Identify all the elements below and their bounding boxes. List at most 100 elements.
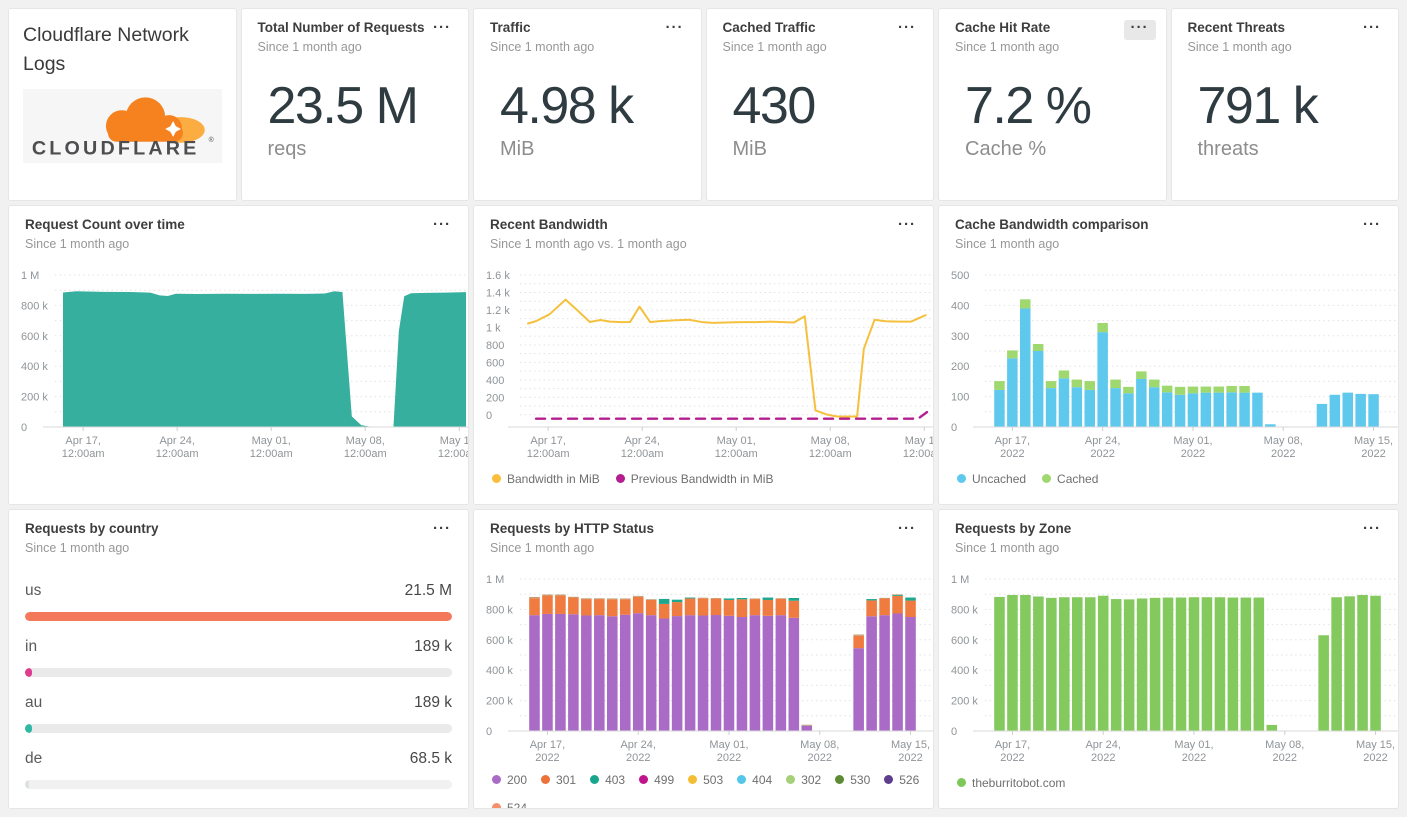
cache-bandwidth-chart[interactable]: 500 400 300 200 100 0 Apr 17, 2022 Apr 24, 2022 Ma… <box>939 253 1398 465</box>
panel-requests-by-http-status: Requests by HTTP Status Since 1 month ag… <box>473 509 934 809</box>
http-status-chart[interactable]: 1 M 800 k 600 k 400 k 200 k 0 Apr 17, 2022 Apr 2… <box>474 557 933 769</box>
legend-color-dot <box>639 775 649 785</box>
legend-label: 530 <box>850 772 871 787</box>
legend-item[interactable]: 499 <box>639 773 674 787</box>
stat-value: 791 k <box>1197 76 1319 135</box>
svg-text:800: 800 <box>486 340 504 352</box>
legend-color-dot <box>492 803 501 808</box>
country-bar-fill[interactable] <box>25 723 32 733</box>
country-row-header: us 21.5 M <box>25 582 452 600</box>
panel-menu-button[interactable]: ··· <box>1123 20 1156 40</box>
svg-text:600 k: 600 k <box>486 635 513 647</box>
svg-text:May 15,2022: May 15, 2022 <box>891 739 930 764</box>
panel-title: Recent Threats <box>1187 20 1286 35</box>
legend-label: 302 <box>801 772 822 787</box>
svg-text:400: 400 <box>486 375 504 387</box>
country-bar-track <box>25 723 452 733</box>
stat-body: 7.2 % Cache % <box>939 77 1166 161</box>
legend-item[interactable]: Bandwidth in MiB <box>492 472 600 486</box>
panel-menu-button[interactable]: ··· <box>891 521 923 541</box>
country-bar-fill[interactable] <box>25 779 29 789</box>
panel-menu-button[interactable]: ··· <box>891 217 923 237</box>
svg-text:1 M: 1 M <box>486 574 504 586</box>
svg-text:May 15,2022: May 15, 2022 <box>1354 435 1393 460</box>
stats-row: Cloudflare Network Logs CLOUDFLARE ® <box>8 8 1399 201</box>
panel-menu-button[interactable]: ··· <box>426 20 458 40</box>
country-row-de: de 68.5 k <box>9 750 468 789</box>
country-bar-gauge[interactable]: us 21.5 M in 189 k au 189 k de 68.5 k <box>9 555 468 789</box>
country-bar-fill[interactable] <box>25 611 452 621</box>
svg-text:Apr 24,12:00am: Apr 24, 12:00am <box>621 435 664 460</box>
stat-body: 23.5 M reqs <box>242 77 469 161</box>
panel-menu-button[interactable]: ··· <box>426 217 458 237</box>
legend-color-dot <box>688 775 698 785</box>
legend-item[interactable]: Cached <box>1042 472 1098 486</box>
country-value: 189 k <box>414 693 452 711</box>
legend-item[interactable]: 403 <box>590 773 625 787</box>
stat-unit: Cache % <box>965 138 1047 161</box>
legend-label: 404 <box>752 772 773 787</box>
svg-text:1 k: 1 k <box>486 322 501 334</box>
panel-menu-button[interactable]: ··· <box>891 20 923 40</box>
panel-menu-button[interactable]: ··· <box>426 521 458 541</box>
country-bar-track <box>25 779 452 789</box>
recent-bandwidth-chart[interactable]: 1.6 k 1.4 k 1.2 k 1 k 800 600 400 200 0 Apr 17, 12… <box>474 253 933 465</box>
legend-item[interactable]: 503 <box>688 773 723 787</box>
country-bar-fill[interactable] <box>25 667 32 677</box>
legend-label: 200 <box>507 772 528 787</box>
panel-request-count: Request Count over time Since 1 month ag… <box>8 204 469 505</box>
panel-subtitle: Since 1 month ago <box>490 540 595 555</box>
panel-menu-button[interactable]: ··· <box>659 20 691 40</box>
stat-value: 430 <box>732 76 817 135</box>
legend-label: 301 <box>556 772 577 787</box>
stat-unit: MiB <box>500 138 535 161</box>
panel-subtitle: Since 1 month ago <box>722 39 827 54</box>
country-label: au <box>25 693 43 711</box>
svg-text:Apr 17,12:00am: Apr 17, 12:00am <box>527 435 570 460</box>
cloudflare-wordmark: CLOUDFLARE <box>32 137 200 159</box>
panel-menu-button[interactable]: ··· <box>1356 20 1388 40</box>
legend-item[interactable]: Uncached <box>957 472 1026 486</box>
legend-item[interactable]: 526 <box>884 773 919 787</box>
legend-item[interactable]: 301 <box>541 773 576 787</box>
legend-color-dot <box>492 775 501 785</box>
chart-legend: Uncached Cached <box>939 465 1398 496</box>
svg-text:Apr 24,2022: Apr 24, 2022 <box>620 739 655 764</box>
svg-text:400 k: 400 k <box>486 665 513 677</box>
legend-item[interactable]: 200 <box>492 773 527 787</box>
legend-item[interactable]: 302 <box>786 773 821 787</box>
panel-subtitle: Since 1 month ago <box>490 39 595 54</box>
panel-menu-button[interactable]: ··· <box>1356 217 1388 237</box>
svg-text:800 k: 800 k <box>486 604 513 616</box>
panel-menu-button[interactable]: ··· <box>1356 521 1388 541</box>
svg-text:400 k: 400 k <box>951 665 978 677</box>
panel-cached-traffic: Cached Traffic Since 1 month ago ··· 430… <box>705 8 934 201</box>
panel-title: Cache Bandwidth comparison <box>955 216 1149 232</box>
legend-item[interactable]: 404 <box>737 773 772 787</box>
svg-text:May 01,2022: May 01, 2022 <box>709 739 748 764</box>
chart-legend: theburritobot.com <box>939 769 1398 800</box>
svg-text:1.4 k: 1.4 k <box>486 287 510 299</box>
legend-item[interactable]: theburritobot.com <box>957 776 1065 790</box>
legend-color-dot <box>590 775 600 785</box>
legend-item[interactable]: Previous Bandwidth in MiB <box>615 472 773 486</box>
request_count-svg: 1 M 800 k 600 k 400 k 200 k 0 Apr 17, 12:00am Ap… <box>21 270 468 460</box>
request-count-chart[interactable]: 1 M 800 k 600 k 400 k 200 k 0 Apr 17, 12:00am Ap… <box>9 253 468 465</box>
legend-color-dot <box>492 474 501 484</box>
cloudflare-cloud-icon <box>105 96 205 143</box>
cloudflare-logo: CLOUDFLARE ® <box>23 88 222 163</box>
svg-text:200 k: 200 k <box>486 695 513 707</box>
svg-text:0: 0 <box>486 726 492 738</box>
legend-item[interactable]: 530 <box>835 773 870 787</box>
svg-text:600: 600 <box>486 357 504 369</box>
chart-legend: 200 301 403 499 503 404 302 530 526 524 <box>474 769 933 808</box>
svg-text:Apr 24,2022: Apr 24, 2022 <box>1085 435 1120 460</box>
svg-text:May 01,2022: May 01, 2022 <box>1173 435 1212 460</box>
zone-chart[interactable]: 1 M 800 k 600 k 400 k 200 k 0 Apr 17, 2022 Apr 2… <box>939 557 1398 769</box>
panel-subtitle: Since 1 month ago <box>257 39 362 54</box>
panel-traffic: Traffic Since 1 month ago ··· 4.98 k MiB <box>473 8 702 201</box>
legend-label: Cached <box>1057 471 1099 486</box>
legend-item[interactable]: 524 <box>492 801 527 808</box>
country-value: 189 k <box>414 637 452 655</box>
bandwidth-svg: 1.6 k 1.4 k 1.2 k 1 k 800 600 400 200 0 Apr 17, 12… <box>486 270 933 460</box>
